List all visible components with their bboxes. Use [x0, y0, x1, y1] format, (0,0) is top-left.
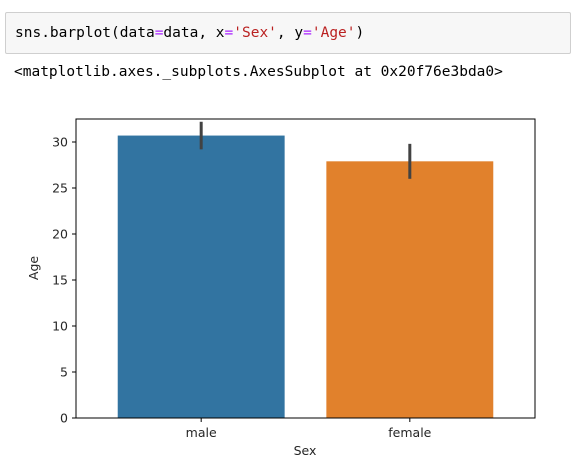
y-tick-label: 10: [52, 319, 68, 334]
code-token: , y: [276, 25, 304, 41]
error-bars-layer: [199, 121, 412, 179]
x-axis-ticks: male female: [186, 418, 432, 440]
bars-layer: [117, 135, 494, 418]
y-axis-label: Age: [26, 256, 41, 280]
x-tick-label: female: [388, 425, 431, 440]
x-tick-label: male: [186, 425, 217, 440]
y-tick-label: 5: [60, 365, 68, 380]
y-tick-label: 20: [52, 227, 68, 242]
code-token: ): [355, 25, 365, 41]
code-token: sns.barplot(data: [15, 25, 155, 41]
code-operator: =: [154, 25, 164, 41]
code-cell[interactable]: sns.barplot(data=data, x='Sex', y='Age'): [5, 12, 571, 54]
x-axis-label: Sex: [294, 443, 317, 458]
code-operator: =: [224, 25, 234, 41]
code-operator: =: [303, 25, 312, 41]
y-axis-ticks: 0 5 10 15 20 25 30: [52, 135, 76, 426]
output-text: <matplotlib.axes._subplots.AxesSubplot a…: [14, 64, 503, 80]
y-tick-label: 15: [52, 273, 68, 288]
axes-frame: [75, 118, 536, 419]
y-tick-label: 25: [52, 181, 68, 196]
code-token: data, x: [163, 25, 225, 41]
code-string: 'Age': [311, 25, 356, 41]
bar-male: [117, 135, 285, 418]
y-tick-label: 0: [60, 411, 68, 426]
bar-chart: 0 5 10 15 20 25 30 male female Age Sex: [26, 118, 536, 458]
bar-female: [326, 161, 494, 418]
y-tick-label: 30: [52, 135, 68, 150]
code-string: 'Sex': [233, 25, 277, 41]
